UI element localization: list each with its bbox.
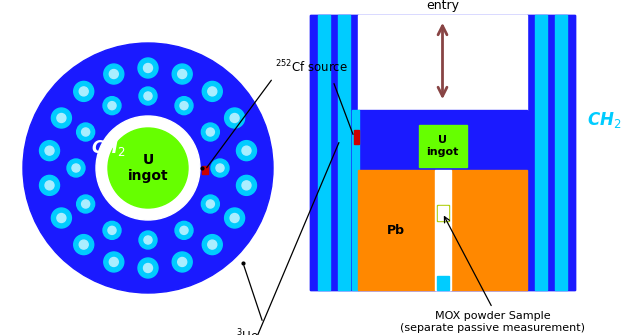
- Bar: [338, 15, 350, 290]
- Circle shape: [72, 164, 80, 172]
- Text: CH$_2$: CH$_2$: [90, 138, 125, 158]
- Bar: [358, 170, 434, 290]
- Bar: [318, 15, 330, 290]
- Circle shape: [143, 64, 152, 72]
- Circle shape: [45, 146, 54, 155]
- Circle shape: [242, 181, 251, 190]
- Circle shape: [39, 175, 59, 195]
- Circle shape: [178, 258, 187, 266]
- Text: $^{3}$He
tubes: $^{3}$He tubes: [231, 328, 264, 335]
- Circle shape: [108, 102, 116, 110]
- Circle shape: [138, 258, 158, 278]
- Circle shape: [108, 226, 116, 234]
- Circle shape: [103, 96, 121, 115]
- Circle shape: [74, 81, 94, 102]
- Circle shape: [110, 258, 118, 266]
- Circle shape: [23, 43, 273, 293]
- Circle shape: [236, 175, 257, 195]
- Circle shape: [110, 70, 118, 78]
- Circle shape: [45, 181, 54, 190]
- Bar: [310, 15, 575, 290]
- Circle shape: [139, 231, 157, 249]
- Circle shape: [103, 221, 121, 239]
- Circle shape: [172, 64, 192, 84]
- Bar: [436, 276, 448, 290]
- Circle shape: [175, 221, 193, 239]
- Text: MOX powder Sample
(separate passive measurement): MOX powder Sample (separate passive meas…: [400, 311, 585, 333]
- Circle shape: [175, 96, 193, 115]
- Circle shape: [139, 87, 157, 105]
- Circle shape: [76, 195, 95, 213]
- Circle shape: [230, 114, 239, 123]
- Bar: [354, 130, 359, 144]
- Bar: [358, 110, 527, 290]
- Bar: [527, 15, 575, 290]
- Circle shape: [79, 87, 88, 96]
- Circle shape: [104, 252, 124, 272]
- Circle shape: [108, 128, 188, 208]
- Circle shape: [206, 200, 215, 208]
- Bar: [310, 15, 358, 290]
- Circle shape: [203, 234, 222, 255]
- Circle shape: [206, 128, 215, 136]
- Circle shape: [144, 92, 152, 100]
- Circle shape: [52, 108, 71, 128]
- Circle shape: [201, 195, 219, 213]
- Circle shape: [242, 146, 251, 155]
- Circle shape: [216, 164, 224, 172]
- Circle shape: [236, 141, 257, 161]
- Circle shape: [39, 141, 59, 161]
- Circle shape: [178, 70, 187, 78]
- Circle shape: [225, 208, 245, 228]
- Bar: [202, 166, 208, 174]
- Circle shape: [208, 240, 217, 249]
- Text: $^{252}$Cf source: $^{252}$Cf source: [275, 58, 348, 75]
- Circle shape: [52, 208, 71, 228]
- Bar: [352, 110, 359, 290]
- Bar: [450, 170, 527, 290]
- Bar: [358, 15, 527, 110]
- Circle shape: [211, 159, 229, 177]
- Circle shape: [208, 87, 217, 96]
- Circle shape: [82, 200, 90, 208]
- Bar: [434, 170, 450, 290]
- Circle shape: [172, 252, 192, 272]
- Circle shape: [225, 108, 245, 128]
- Text: Pb: Pb: [387, 223, 405, 237]
- Circle shape: [143, 264, 152, 272]
- Bar: [438, 206, 448, 220]
- Circle shape: [96, 116, 200, 220]
- Text: U
ingot: U ingot: [127, 153, 168, 183]
- Circle shape: [74, 234, 94, 255]
- Circle shape: [230, 213, 239, 222]
- Circle shape: [79, 240, 88, 249]
- Circle shape: [67, 159, 85, 177]
- Circle shape: [180, 226, 188, 234]
- Circle shape: [203, 81, 222, 102]
- Circle shape: [57, 213, 66, 222]
- Circle shape: [76, 123, 95, 141]
- Circle shape: [82, 128, 90, 136]
- Circle shape: [201, 123, 219, 141]
- Bar: [555, 15, 567, 290]
- Circle shape: [104, 64, 124, 84]
- Bar: [535, 15, 547, 290]
- Text: Sample
entry: Sample entry: [419, 0, 466, 12]
- Circle shape: [180, 102, 188, 110]
- Bar: [436, 205, 448, 221]
- Text: CH$_2$: CH$_2$: [587, 110, 622, 130]
- Circle shape: [144, 236, 152, 244]
- Circle shape: [138, 58, 158, 78]
- Text: U
ingot: U ingot: [426, 135, 459, 157]
- Circle shape: [57, 114, 66, 123]
- Bar: [419, 125, 466, 167]
